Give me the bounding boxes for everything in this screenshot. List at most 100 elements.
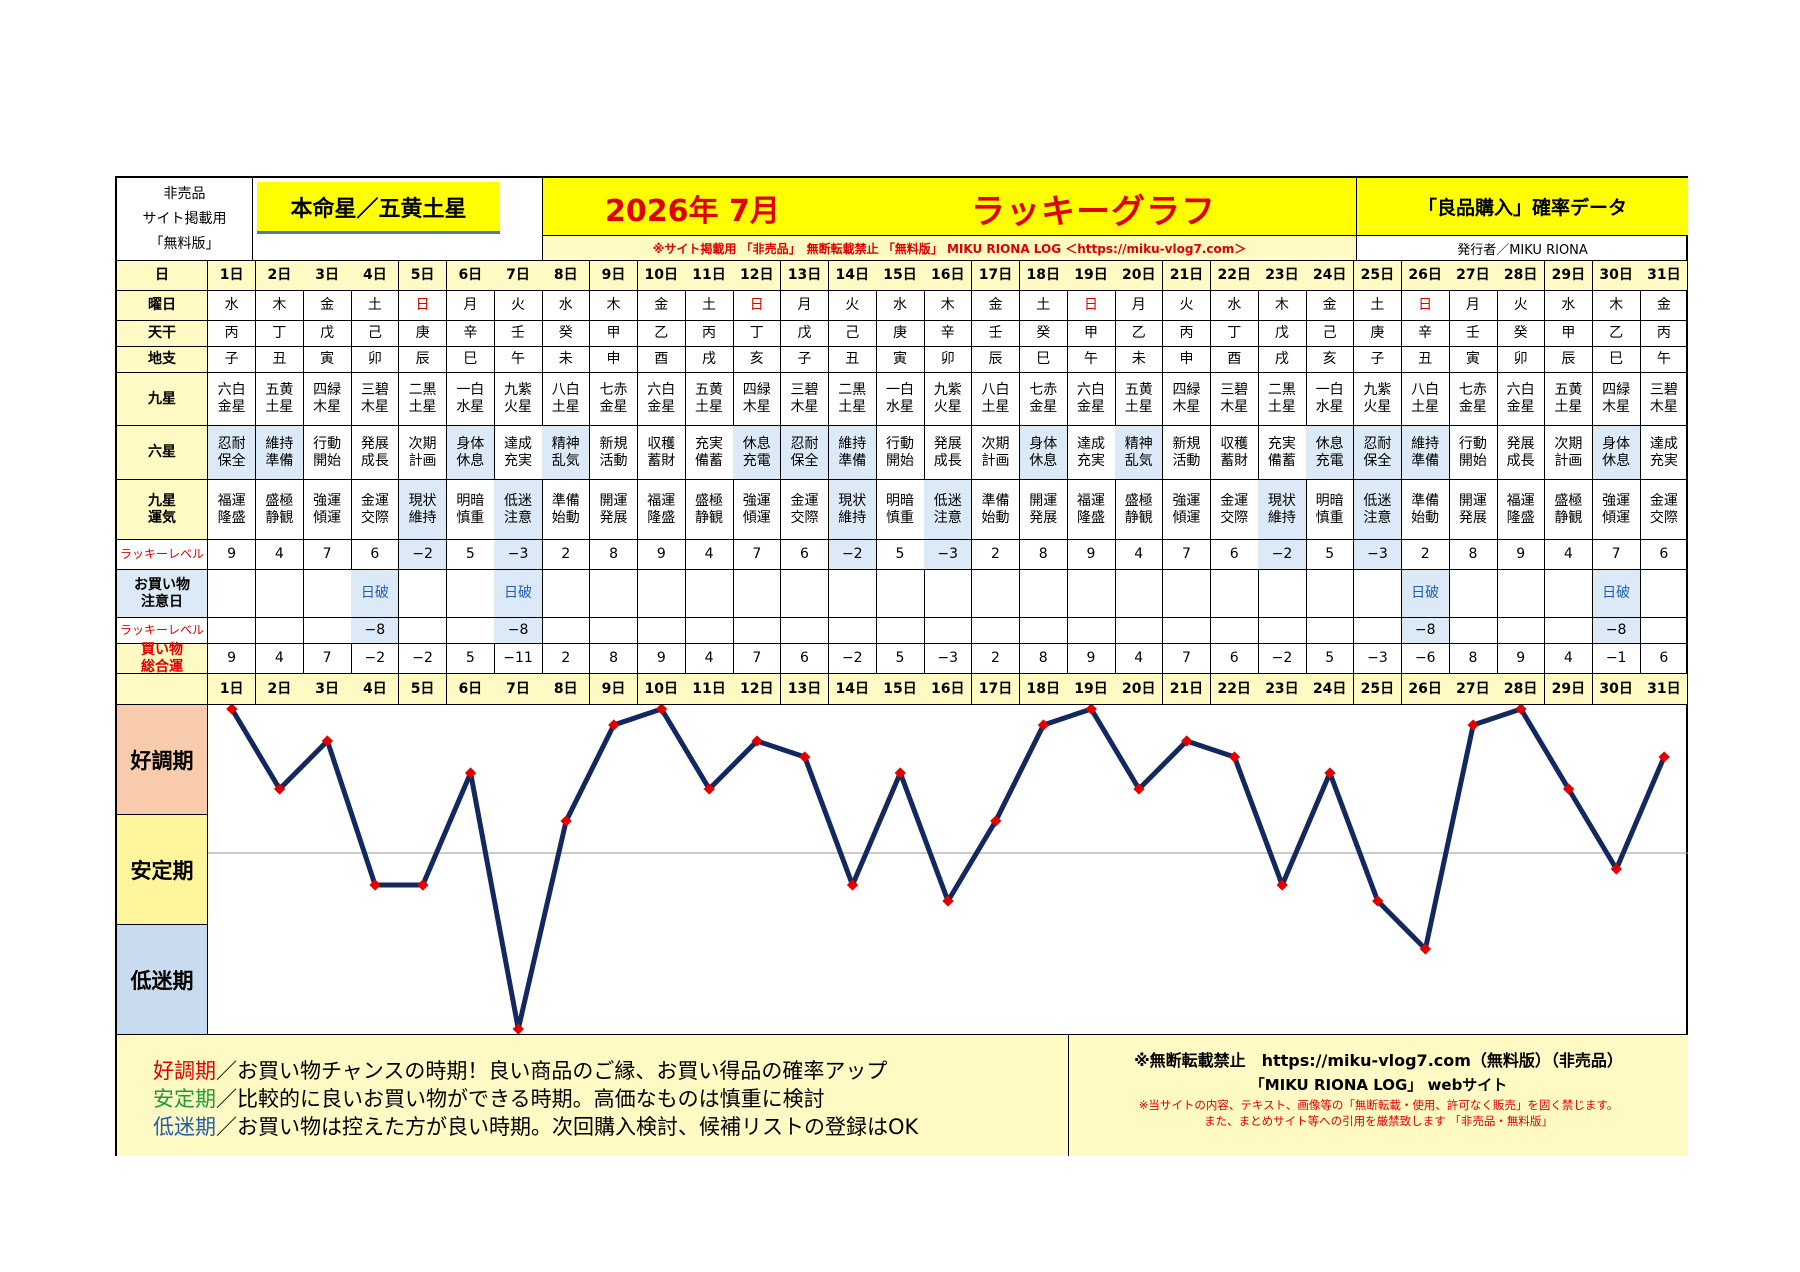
lucky-level2-cell: −8 xyxy=(1592,618,1641,644)
kyusei-unki-cell: 明暗 慎重 xyxy=(446,480,495,540)
chishi-cell: 丑 xyxy=(1401,347,1450,373)
legend-stable: 安定期／比較的に良いお買い物ができる時期。高価なものは慎重に検討 xyxy=(153,1085,1068,1113)
rokusei-cell: 行動 開始 xyxy=(303,426,352,480)
chishi-cell: 戌 xyxy=(1258,347,1307,373)
kyusei-unki-cell: 福運 隆盛 xyxy=(637,480,686,540)
kyusei-cell: 八白 土星 xyxy=(542,373,591,426)
weekdays-cell: 月 xyxy=(1449,291,1498,321)
kyusei-unki-cell: 盛極 静観 xyxy=(685,480,734,540)
tenkan-cell: 丁 xyxy=(733,321,782,347)
lucky-level2-cell xyxy=(1544,618,1593,644)
data-point-25 xyxy=(1372,895,1384,907)
shopping-caution-cell xyxy=(733,570,782,618)
lucky-level-cell: −3 xyxy=(1353,540,1403,570)
tenkan-cell: 壬 xyxy=(494,321,543,347)
shopping-caution-cell xyxy=(208,570,257,618)
rokusei-cell: 発展 成長 xyxy=(1497,426,1546,480)
days-cell: 4日 xyxy=(351,674,400,705)
rokusei-cell: 維持 準備 xyxy=(255,426,304,480)
kyusei-cell: 七赤 金星 xyxy=(1019,373,1068,426)
data-point-5 xyxy=(417,879,429,891)
data-point-16 xyxy=(942,895,954,907)
legend-low-text: ／お買い物は控えた方が良い時期。次回購入検討、候補リストの登録はOK xyxy=(216,1115,919,1139)
tenkan-cell: 癸 xyxy=(1497,321,1546,347)
kyusei-unki-cell: 低迷 注意 xyxy=(924,480,973,540)
shopping-total-cell: 2 xyxy=(542,644,591,674)
chishi-cell: 子 xyxy=(1353,347,1403,373)
shopping-total-cell: 8 xyxy=(1449,644,1498,674)
chishi-cell: 辰 xyxy=(1544,347,1593,373)
rokusei-cell: 新規 活動 xyxy=(589,426,639,480)
tenkan-cell: 丁 xyxy=(255,321,304,347)
days-cell: 19日 xyxy=(1067,261,1116,291)
lucky-level2-cell xyxy=(1353,618,1403,644)
kyusei-unki-cell: 低迷 注意 xyxy=(1353,480,1403,540)
shopping-caution-cell xyxy=(1449,570,1498,618)
lucky-level-cell: −2 xyxy=(828,540,877,570)
rokusei-cell: 充実 備蓄 xyxy=(1258,426,1307,480)
chart-area xyxy=(208,703,1688,1035)
chishi-cell: 亥 xyxy=(733,347,782,373)
shopping-total-cell: 6 xyxy=(1210,644,1259,674)
days-cell: 15日 xyxy=(876,261,925,291)
weekdays-cell: 水 xyxy=(208,291,257,321)
lucky-level-cell: 8 xyxy=(1449,540,1498,570)
weekdays-cell: 火 xyxy=(1497,291,1546,321)
days-cell: 10日 xyxy=(637,674,686,705)
shopping-total-cell: 4 xyxy=(685,644,734,674)
weekdays-cell: 月 xyxy=(780,291,830,321)
shopping-total-cell: −3 xyxy=(1353,644,1403,674)
lucky-level-cell: −2 xyxy=(398,540,448,570)
weekdays-cell: 土 xyxy=(685,291,734,321)
shopping-total-cell: −2 xyxy=(398,644,448,674)
zone-stable-label: 安定期 xyxy=(130,858,194,883)
shopping-total-cell: −2 xyxy=(1258,644,1307,674)
kyusei-unki-cell: 強運 傾運 xyxy=(733,480,782,540)
weekdays-cell: 木 xyxy=(1258,291,1307,321)
chishi-cell: 午 xyxy=(494,347,543,373)
lucky-level-cell: 2 xyxy=(1401,540,1450,570)
weekdays-cell: 水 xyxy=(876,291,925,321)
tenkan-cell: 己 xyxy=(828,321,877,347)
shopping-caution-cell xyxy=(589,570,639,618)
days-cell: 24日 xyxy=(1306,261,1355,291)
row-label-6: 九星 運気 xyxy=(117,480,208,540)
shopping-caution-cell xyxy=(1258,570,1307,618)
kyusei-unki-cell: 開運 発展 xyxy=(589,480,639,540)
kyusei-unki-cell: 金運 交際 xyxy=(1210,480,1259,540)
kyusei-cell: 三碧 木星 xyxy=(1640,373,1689,426)
data-point-4 xyxy=(369,879,381,891)
kyusei-unki-cell: 開運 発展 xyxy=(1449,480,1498,540)
days-cell: 26日 xyxy=(1401,261,1450,291)
data-point-28 xyxy=(1515,703,1527,715)
days-cell: 14日 xyxy=(828,261,877,291)
days-cell: 11日 xyxy=(685,261,734,291)
shopping-caution-cell xyxy=(780,570,830,618)
rokusei-cell: 新規 活動 xyxy=(1162,426,1212,480)
kyusei-cell: 四緑 木星 xyxy=(303,373,352,426)
days-cell: 7日 xyxy=(494,261,543,291)
rokusei-cell: 行動 開始 xyxy=(876,426,925,480)
kyusei-cell: 六白 金星 xyxy=(1067,373,1116,426)
lucky-level-cell: 9 xyxy=(208,540,257,570)
tenkan-cell: 乙 xyxy=(1592,321,1641,347)
row-label-0: 日 xyxy=(117,261,208,291)
lucky-level2-cell xyxy=(1162,618,1212,644)
days-cell: 17日 xyxy=(971,261,1021,291)
lucky-level-cell: 6 xyxy=(1210,540,1259,570)
kyusei-cell: 三碧 木星 xyxy=(780,373,830,426)
lucky-level2-cell xyxy=(1210,618,1259,644)
lucky-level2-cell xyxy=(303,618,352,644)
days-cell: 23日 xyxy=(1258,261,1307,291)
legend-box: 好調期／お買い物チャンスの時期！良い商品のご縁、お買い得品の確率アップ 安定期／… xyxy=(117,1035,1069,1156)
honmei-star-label: 本命星／五黄土星 xyxy=(257,182,500,234)
kyusei-cell: 五黄 土星 xyxy=(685,373,734,426)
zone-good-label: 好調期 xyxy=(130,748,194,773)
kyusei-unki-cell: 盛極 静観 xyxy=(1115,480,1164,540)
chishi-cell: 辰 xyxy=(398,347,448,373)
data-point-2 xyxy=(273,783,286,795)
tenkan-cell: 癸 xyxy=(1019,321,1068,347)
lucky-level2-cell: −8 xyxy=(351,618,400,644)
lucky-level2-cell xyxy=(398,618,448,644)
tenkan-cell: 庚 xyxy=(398,321,448,347)
